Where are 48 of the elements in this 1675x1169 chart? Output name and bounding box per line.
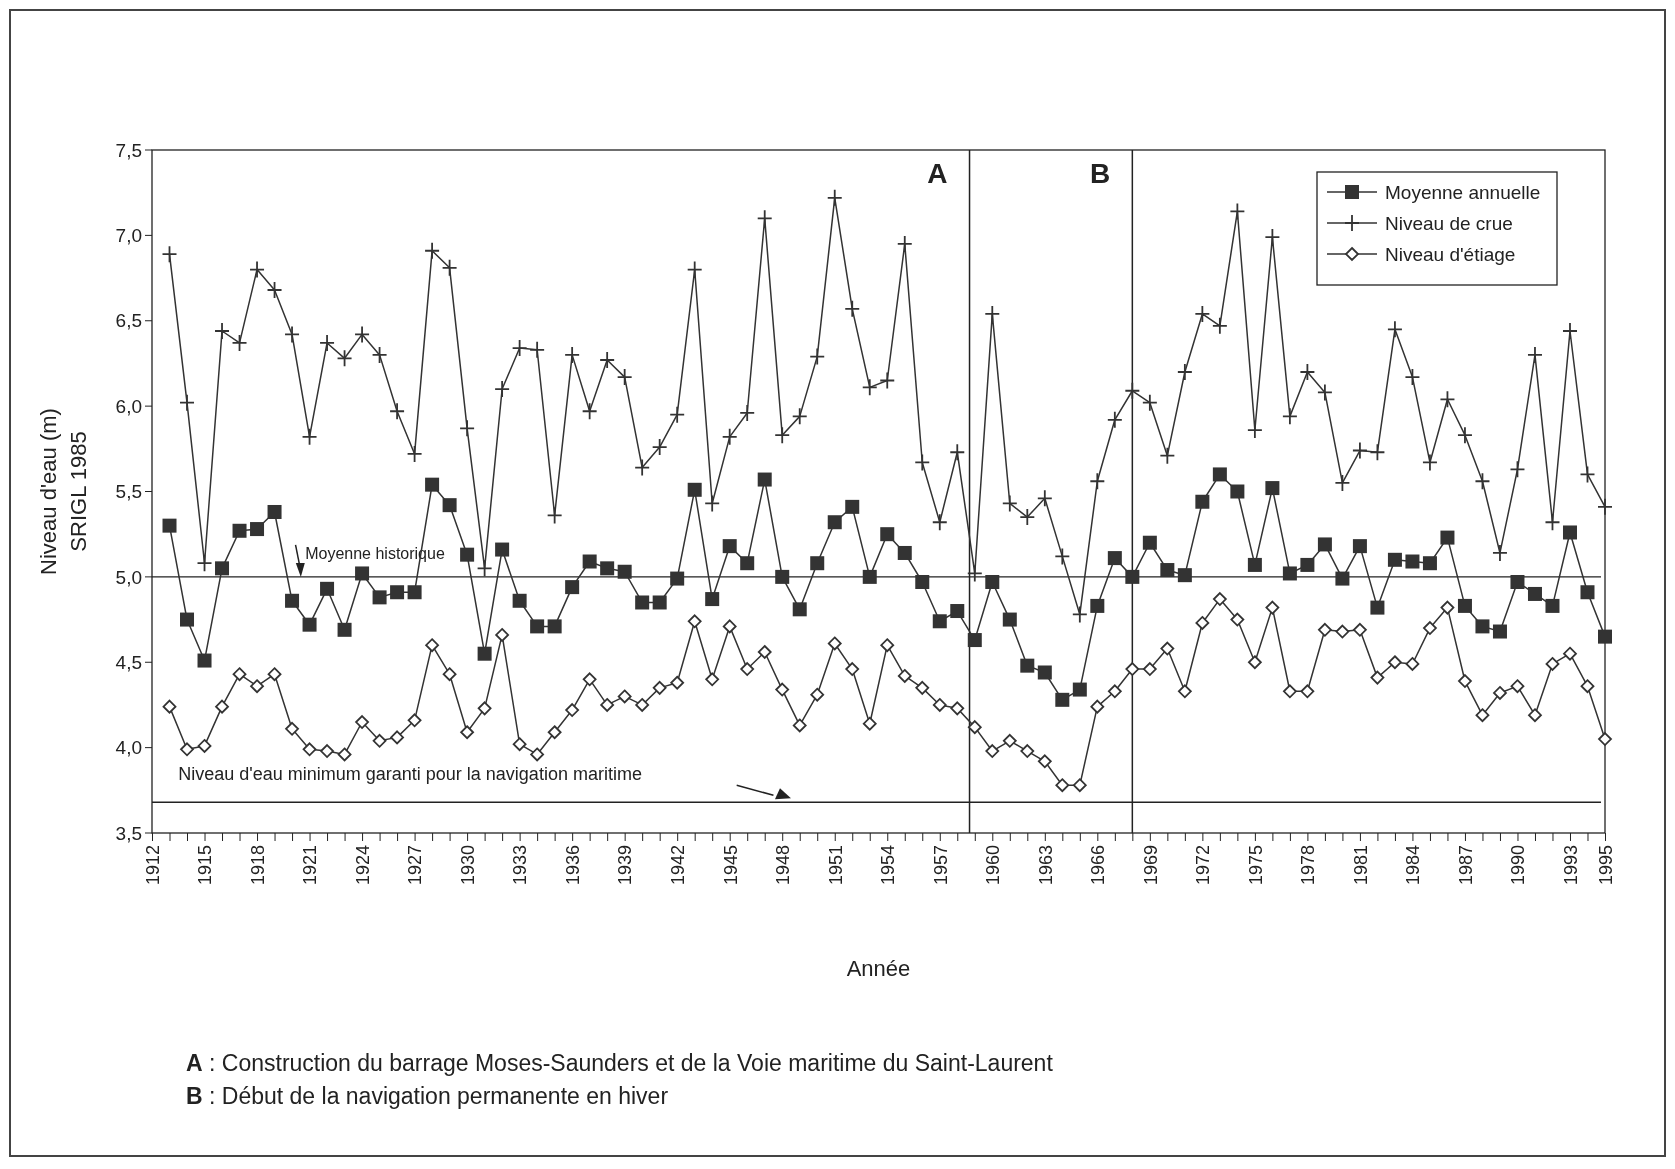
ref-line-label: B [1090,158,1111,189]
x-tick-label: 1930 [457,845,478,886]
text: A : Construction du barrage Moses-Saunders et de la Voie maritime du Saint-Laurent [186,1050,1054,1076]
x-tick-label: 1957 [930,845,951,886]
y-axis-title: Niveau d'eau (m) SRIGL 1985 [36,408,91,575]
x-tick-label: 1918 [247,845,268,886]
y-tick-label: 4,5 [115,651,142,673]
y-tick-label: 3,5 [115,822,142,844]
x-tick-label: 1924 [352,845,373,886]
y-tick-label: 4,0 [115,737,142,759]
x-tick-label: 1960 [983,845,1004,886]
x-tick-label: 1912 [142,845,163,886]
ref-line-label: A [927,158,948,189]
x-tick-label: 1921 [300,845,321,886]
x-tick-label: 1936 [562,845,583,886]
x-tick-label: 1939 [615,845,636,886]
x-tick-label: 1963 [1035,845,1056,886]
x-tick-label: 1995 [1595,845,1616,886]
x-tick-label: 1933 [510,845,531,886]
ref-line-label: Niveau d'eau minimum garanti pour la navigation maritime [178,764,642,785]
x-tick-label: 1942 [667,845,688,886]
x-tick-label: 1948 [773,845,794,886]
y-tick-label: 6,0 [115,395,142,417]
y-tick-label: 7,5 [115,139,142,161]
y-tick-label: 6,5 [115,310,142,332]
x-tick-label: 1954 [878,845,899,886]
x-axis-title: Année [846,956,911,981]
x-tick-label: 1975 [1245,845,1266,886]
legend-label: Moyenne annuelle [1385,181,1541,203]
y-tick-label: 7,0 [115,225,142,247]
x-tick-label: 1978 [1298,845,1319,886]
x-tick-label: 1972 [1193,845,1214,886]
text: B : Début de la navigation permanente en hiver [186,1083,669,1109]
legend-label: Niveau de crue [1385,212,1513,234]
x-tick-label: 1984 [1403,845,1424,886]
x-tick-label: 1969 [1140,845,1161,886]
x-tick-label: 1993 [1560,845,1581,886]
y-tick-label: 5,5 [115,481,142,503]
y-tick-label: 5,0 [115,566,142,588]
x-tick-label: 1945 [720,845,741,886]
x-tick-label: 1951 [825,845,846,886]
x-tick-label: 1966 [1088,845,1109,886]
x-tick-label: 1981 [1350,845,1371,886]
x-tick-label: 1915 [195,845,216,886]
legend-label: Niveau d'étiage [1385,243,1516,265]
x-tick-label: 1987 [1455,845,1476,886]
x-tick-label: 1990 [1508,845,1529,886]
x-tick-label: 1927 [405,845,426,886]
